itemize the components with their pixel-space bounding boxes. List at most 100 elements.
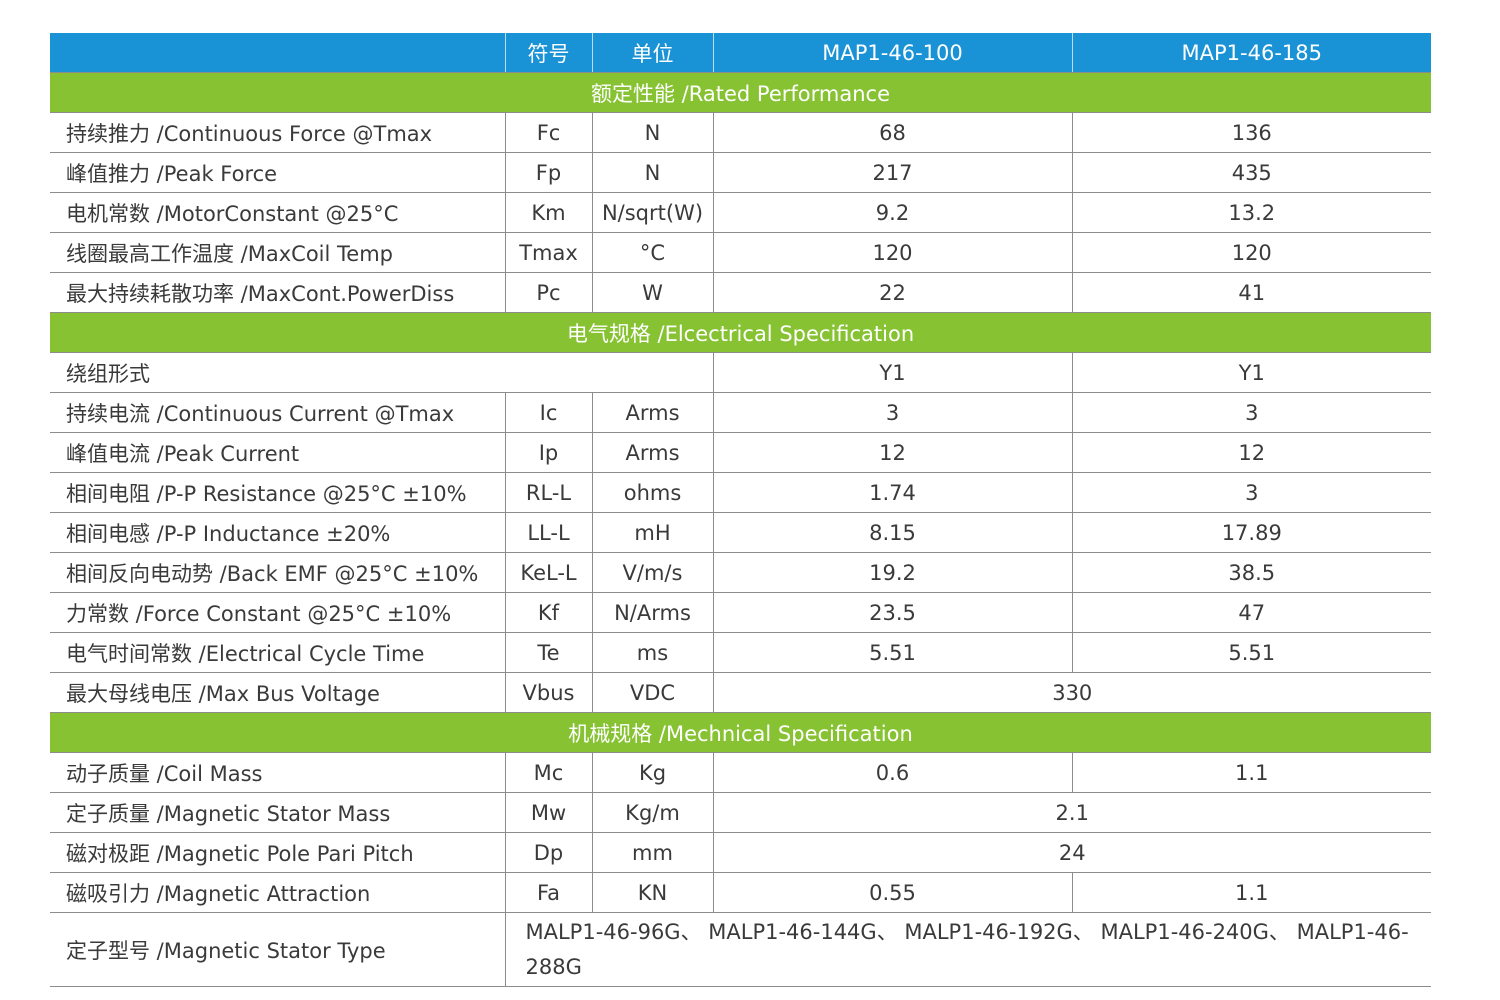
value-model-1: 22 xyxy=(713,272,1073,313)
value-shared: 330 xyxy=(713,672,1431,713)
param-name: 电机常数 /MotorConstant @25°C xyxy=(50,192,506,233)
param-name: 持续电流 /Continuous Current @Tmax xyxy=(50,392,506,433)
param-name: 磁对极距 /Magnetic Pole Pari Pitch xyxy=(50,832,506,873)
value-model-1: 23.5 xyxy=(713,592,1073,633)
value-model-2: 12 xyxy=(1072,432,1431,473)
table-row: 相间反向电动势 /Back EMF @25°C ±10% KeL-L V/m/s… xyxy=(50,552,1431,593)
value-model-1: 120 xyxy=(713,232,1073,273)
section-title: 机械规格 /Mechnical Specification xyxy=(50,712,1431,753)
stator-type-list: MALP1-46-96G、 MALP1-46-144G、 MALP1-46-19… xyxy=(505,912,1431,987)
table-row: 线圈最高工作温度 /MaxCoil Temp Tmax °C 120 120 xyxy=(50,232,1431,273)
param-symbol: Pc xyxy=(505,272,593,313)
param-symbol: RL-L xyxy=(505,472,593,513)
header-model-2: MAP1-46-185 xyxy=(1072,33,1431,73)
param-name: 峰值电流 /Peak Current xyxy=(50,432,506,473)
param-symbol: Tmax xyxy=(505,232,593,273)
param-name: 相间电感 /P-P Inductance ±20% xyxy=(50,512,506,553)
param-name: 定子质量 /Magnetic Stator Mass xyxy=(50,792,506,833)
value-model-1: 19.2 xyxy=(713,552,1073,593)
table-row: 持续推力 /Continuous Force @Tmax Fc N 68 136 xyxy=(50,112,1431,153)
section-rated-performance: 额定性能 /Rated Performance xyxy=(50,72,1431,113)
table-row: 磁吸引力 /Magnetic Attraction Fa KN 0.55 1.1 xyxy=(50,872,1431,913)
param-name: 动子质量 /Coil Mass xyxy=(50,752,506,793)
value-model-1: 217 xyxy=(713,152,1073,193)
param-name: 最大母线电压 /Max Bus Voltage xyxy=(50,672,506,713)
header-row: 符号 单位 MAP1-46-100 MAP1-46-185 xyxy=(50,33,1431,73)
param-unit: V/m/s xyxy=(592,552,714,593)
section-mechanical-specification: 机械规格 /Mechnical Specification xyxy=(50,712,1431,753)
param-name: 绕组形式 xyxy=(50,352,714,393)
param-name: 峰值推力 /Peak Force xyxy=(50,152,506,193)
table-row-stator-type: 定子型号 /Magnetic Stator Type MALP1-46-96G、… xyxy=(50,912,1431,987)
param-symbol: Fc xyxy=(505,112,593,153)
value-model-2: 38.5 xyxy=(1072,552,1431,593)
value-model-2: 120 xyxy=(1072,232,1431,273)
value-model-2: 41 xyxy=(1072,272,1431,313)
value-model-2: 13.2 xyxy=(1072,192,1431,233)
param-unit: N xyxy=(592,112,714,153)
param-unit: mm xyxy=(592,832,714,873)
value-shared: 2.1 xyxy=(713,792,1431,833)
param-unit: ms xyxy=(592,632,714,673)
param-name: 磁吸引力 /Magnetic Attraction xyxy=(50,872,506,913)
param-name: 定子型号 /Magnetic Stator Type xyxy=(50,912,506,987)
param-unit: Kg/m xyxy=(592,792,714,833)
value-model-1: 1.74 xyxy=(713,472,1073,513)
value-model-1: 5.51 xyxy=(713,632,1073,673)
table-row: 持续电流 /Continuous Current @Tmax Ic Arms 3… xyxy=(50,392,1431,433)
param-unit: Kg xyxy=(592,752,714,793)
header-model-1: MAP1-46-100 xyxy=(713,33,1073,73)
section-electrical-specification: 电气规格 /Elcectrical Specification xyxy=(50,312,1431,353)
table-row: 峰值电流 /Peak Current Ip Arms 12 12 xyxy=(50,432,1431,473)
value-model-1: 68 xyxy=(713,112,1073,153)
table-row-winding: 绕组形式 Y1 Y1 xyxy=(50,352,1431,393)
param-unit: N/sqrt(W) xyxy=(592,192,714,233)
table-row-bus-voltage: 最大母线电压 /Max Bus Voltage Vbus VDC 330 xyxy=(50,672,1431,713)
value-model-2: 136 xyxy=(1072,112,1431,153)
value-model-1: 0.55 xyxy=(713,872,1073,913)
param-unit: VDC xyxy=(592,672,714,713)
param-unit: °C xyxy=(592,232,714,273)
value-model-1: 0.6 xyxy=(713,752,1073,793)
table-row: 电气时间常数 /Electrical Cycle Time Te ms 5.51… xyxy=(50,632,1431,673)
value-model-2: 1.1 xyxy=(1072,872,1431,913)
value-model-2: Y1 xyxy=(1072,352,1431,393)
value-model-2: 5.51 xyxy=(1072,632,1431,673)
param-unit: W xyxy=(592,272,714,313)
param-symbol: Kf xyxy=(505,592,593,633)
value-model-1: Y1 xyxy=(713,352,1073,393)
param-name: 电气时间常数 /Electrical Cycle Time xyxy=(50,632,506,673)
param-symbol: Mw xyxy=(505,792,593,833)
param-symbol: Km xyxy=(505,192,593,233)
param-name: 持续推力 /Continuous Force @Tmax xyxy=(50,112,506,153)
header-unit: 单位 xyxy=(592,33,714,73)
param-unit: mH xyxy=(592,512,714,553)
param-symbol: Vbus xyxy=(505,672,593,713)
table-row: 最大持续耗散功率 /MaxCont.PowerDiss Pc W 22 41 xyxy=(50,272,1431,313)
table-row: 相间电感 /P-P Inductance ±20% LL-L mH 8.15 1… xyxy=(50,512,1431,553)
param-symbol: Mc xyxy=(505,752,593,793)
value-model-2: 3 xyxy=(1072,472,1431,513)
param-unit: ohms xyxy=(592,472,714,513)
param-unit: N xyxy=(592,152,714,193)
param-name: 线圈最高工作温度 /MaxCoil Temp xyxy=(50,232,506,273)
param-unit: Arms xyxy=(592,392,714,433)
table-row: 相间电阻 /P-P Resistance @25°C ±10% RL-L ohm… xyxy=(50,472,1431,513)
param-symbol: Fa xyxy=(505,872,593,913)
table-row: 定子质量 /Magnetic Stator Mass Mw Kg/m 2.1 xyxy=(50,792,1431,833)
param-unit: N/Arms xyxy=(592,592,714,633)
param-unit: KN xyxy=(592,872,714,913)
param-name: 最大持续耗散功率 /MaxCont.PowerDiss xyxy=(50,272,506,313)
spec-table: 符号 单位 MAP1-46-100 MAP1-46-185 额定性能 /Rate… xyxy=(50,33,1431,987)
param-name: 力常数 /Force Constant @25°C ±10% xyxy=(50,592,506,633)
param-symbol: Dp xyxy=(505,832,593,873)
table-row: 电机常数 /MotorConstant @25°C Km N/sqrt(W) 9… xyxy=(50,192,1431,233)
section-title: 电气规格 /Elcectrical Specification xyxy=(50,312,1431,353)
value-model-2: 47 xyxy=(1072,592,1431,633)
param-symbol: Te xyxy=(505,632,593,673)
table-row: 动子质量 /Coil Mass Mc Kg 0.6 1.1 xyxy=(50,752,1431,793)
param-name: 相间电阻 /P-P Resistance @25°C ±10% xyxy=(50,472,506,513)
param-symbol: Fp xyxy=(505,152,593,193)
value-model-1: 12 xyxy=(713,432,1073,473)
value-model-1: 8.15 xyxy=(713,512,1073,553)
